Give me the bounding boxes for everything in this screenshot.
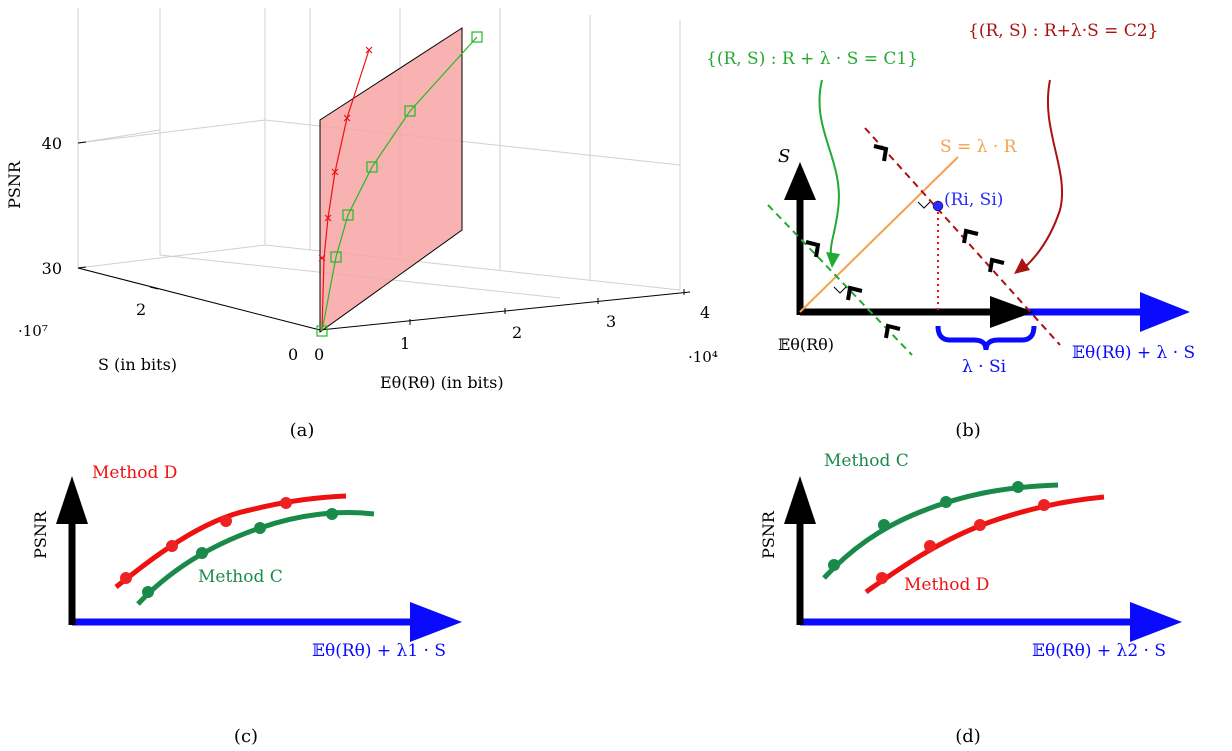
panel-a: PSNR 40 30 2 0 ·10⁷ S (in bits) 0 1 2 3 … [5, 8, 718, 441]
e-tick-2: 2 [512, 323, 522, 342]
x-axis-label-d: 𝔼θ(Rθ) + λ2 · S [1032, 641, 1166, 661]
psnr-label-d: PSNR [759, 510, 778, 559]
brace [935, 325, 1037, 351]
e-tick-1: 1 [400, 334, 410, 353]
red-dashed-c2 [864, 127, 1061, 346]
caption-c: (c) [234, 726, 258, 747]
right-angle-mark-2 [917, 201, 931, 209]
psnr-axis-label: PSNR [5, 160, 24, 209]
e-tick-3: 3 [606, 312, 616, 331]
s-tick-2: 2 [136, 300, 146, 319]
method-c-label-d: Method C [824, 451, 909, 471]
x-axis-label-b: 𝔼θ(Rθ) + λ · S [1072, 343, 1195, 363]
method-d-curve-d [864, 494, 1105, 595]
red-markers [318, 46, 373, 262]
method-c-points-d [828, 481, 1024, 571]
red-plane [319, 27, 463, 333]
green-dashed-c1 [767, 204, 913, 356]
blue-axis-arrowhead [1140, 292, 1190, 332]
c1-label: {(R, S) : R + λ · S = C1} [706, 49, 918, 69]
e-scale: ·10⁴ [688, 348, 718, 366]
method-c-points-c [142, 508, 338, 598]
method-c-label-c: Method C [198, 567, 283, 587]
caption-a: (a) [290, 420, 315, 441]
green-markers [316, 31, 483, 337]
green-curved-arrow [818, 79, 840, 259]
s-tick-0: 0 [288, 345, 298, 364]
panel-c: PSNR Method D Method C 𝔼θ(Rθ) + λ1 · S (… [31, 463, 462, 747]
c2-label: {(R, S) : R+λ·S = C2} [968, 21, 1158, 41]
red-curve [321, 49, 370, 331]
psnr-label-c: PSNR [31, 510, 50, 559]
point-label: (Ri, Si) [944, 190, 1003, 210]
e-axis-label: Eθ(Rθ) (in bits) [380, 373, 504, 392]
origin-label: 𝔼θ(Rθ) [778, 335, 834, 354]
direction-chevrons [805, 144, 1005, 339]
e-tick-4: 4 [700, 303, 710, 322]
black-x-arrowhead [990, 296, 1034, 328]
method-d-curve-c [114, 493, 347, 589]
caption-b: (b) [955, 420, 981, 441]
method-c-curve-d [822, 482, 1059, 580]
e-tick-0: 0 [314, 345, 324, 364]
orange-line [799, 156, 959, 313]
s-axis-label: S (in bits) [98, 355, 177, 374]
right-angle-mark [833, 286, 847, 294]
caption-d: (d) [955, 726, 981, 747]
z-tick-40: 40 [42, 134, 62, 153]
method-d-points-c [120, 497, 292, 584]
s-scale: ·10⁷ [18, 322, 48, 340]
panel-d: PSNR Method C Method D 𝔼θ(Rθ) + λ2 · S (… [759, 451, 1182, 747]
panel-b: S S = λ · R (Ri, Si) 𝔼θ(Rθ) λ · Si 𝔼θ(Rθ… [706, 21, 1195, 441]
green-curve [321, 36, 478, 332]
x-axis-label-c: 𝔼θ(Rθ) + λ1 · S [312, 641, 446, 661]
brace-label: λ · Si [962, 357, 1007, 377]
method-d-label-d: Method D [904, 575, 989, 595]
red-curved-arrow [1023, 79, 1064, 269]
point-ri-si [932, 200, 944, 212]
method-d-points-d [876, 499, 1050, 584]
s-axis-letter: S [778, 146, 790, 167]
method-d-label-c: Method D [92, 463, 177, 483]
line-label: S = λ · R [940, 137, 1018, 157]
black-y-arrowhead [784, 162, 816, 200]
z-tick-30: 30 [42, 259, 62, 278]
